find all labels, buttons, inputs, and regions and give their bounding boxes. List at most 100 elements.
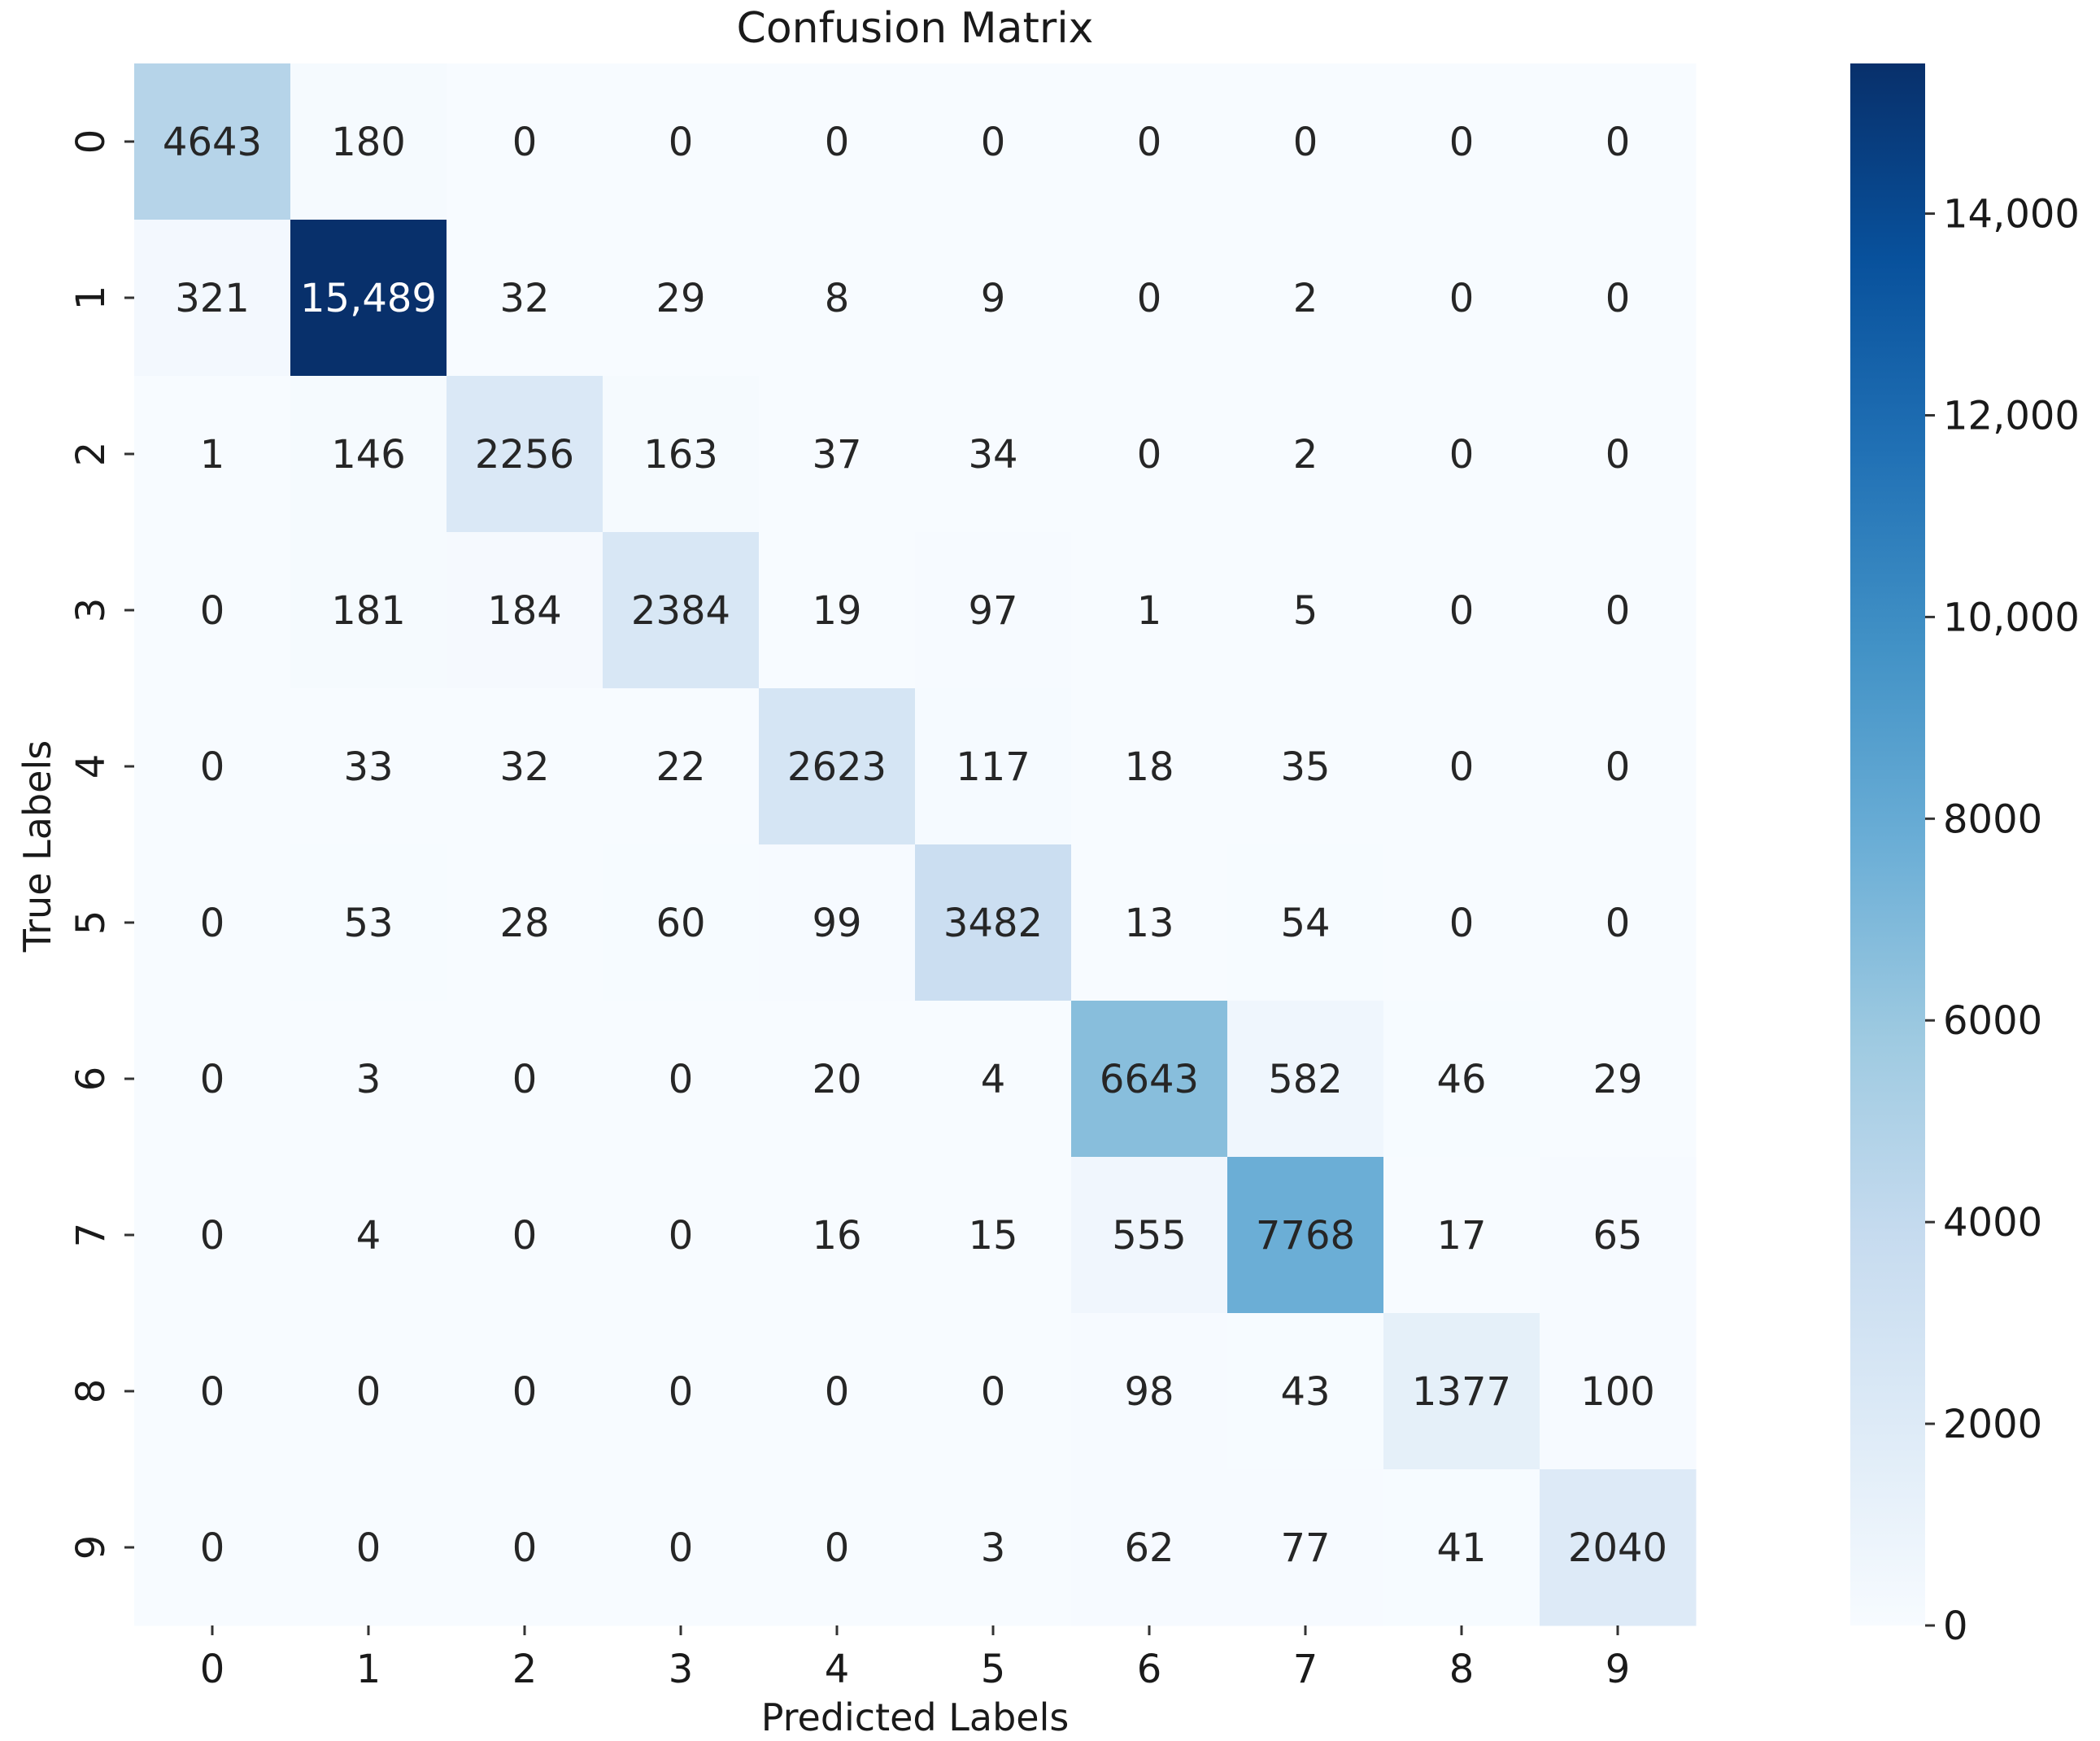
cell-value-label: 0 [200,744,225,790]
heatmap-cell [447,376,603,533]
x-axis-label: Predicted Labels [761,1695,1070,1739]
heatmap-cell [759,532,916,689]
heatmap-cell [603,1313,760,1470]
cell-value-label: 1 [1137,588,1162,634]
heatmap-cell [1540,63,1697,220]
heatmap-cell [759,844,916,1001]
cell-value-label: 29 [1592,1057,1642,1102]
cell-value-label: 37 [812,432,861,478]
heatmap-cell [134,844,291,1001]
y-tick-label: 3 [68,598,114,623]
y-tick-label: 8 [68,1379,114,1404]
heatmap-cell [603,376,760,533]
cell-value-label: 15 [968,1213,1017,1259]
cell-value-label: 0 [825,120,850,165]
cell-value-label: 184 [487,588,562,634]
heatmap-cell [915,532,1072,689]
cell-value-label: 0 [200,1369,225,1415]
cell-value-label: 9 [981,276,1006,321]
heatmap-cell [603,1157,760,1314]
heatmap-cell [1227,532,1384,689]
heatmap-cell [447,220,603,377]
cell-value-label: 77 [1280,1525,1330,1571]
heatmap-cell [603,63,760,220]
heatmap-cell [1383,376,1540,533]
x-tick-label: 6 [1137,1647,1162,1692]
heatmap-cell [915,1001,1072,1158]
cell-value-label: 2 [1293,432,1318,478]
cell-value-label: 0 [512,1369,538,1415]
heatmap-cell [1383,688,1540,845]
heatmap-cell [1383,220,1540,377]
heatmap-cell [290,1313,447,1470]
colorbar-tick-label: 6000 [1943,998,2042,1044]
heatmap-cell [290,844,447,1001]
y-tick-label: 9 [68,1535,114,1560]
y-tick-label: 2 [68,442,114,467]
cell-value-label: 0 [356,1369,381,1415]
cell-value-label: 0 [981,1369,1006,1415]
heatmap-cell [290,376,447,533]
heatmap-cell [1540,1469,1697,1626]
cell-value-label: 555 [1112,1213,1187,1259]
heatmap-cell [290,532,447,689]
cell-value-label: 180 [331,120,406,165]
cell-value-label: 8 [825,276,850,321]
cell-value-label: 0 [1449,432,1475,478]
colorbar-ticks: 0 2000 4000 6000 8000 10,000 12,000 14,000 [1925,192,2080,1649]
heatmap-cell [603,688,760,845]
heatmap-cell [447,1469,603,1626]
y-tick-label: 5 [68,910,114,936]
heatmap-cell [603,532,760,689]
heatmap-cell [915,220,1072,377]
cell-value-label: 1 [200,432,225,478]
cell-value-label: 0 [1605,276,1631,321]
cell-value-label: 4 [981,1057,1006,1102]
cell-value-label: 20 [812,1057,861,1102]
heatmap-cell [1071,688,1228,845]
y-tick-label: 6 [68,1067,114,1092]
heatmap-cell [1540,844,1697,1001]
heatmap-cell [447,532,603,689]
colorbar-tick-label: 8000 [1943,796,2042,842]
heatmap-cell [759,376,916,533]
cell-value-label: 0 [669,1213,694,1259]
colorbar [1850,63,1925,1625]
heatmap-cell [1071,63,1228,220]
heatmap-cell [759,1157,916,1314]
heatmap-cell [1071,844,1228,1001]
heatmap-cell [1071,1001,1228,1158]
cell-value-label: 3482 [943,901,1043,946]
cell-value-label: 0 [1137,120,1162,165]
heatmap-cell [1071,376,1228,533]
heatmap-cell [603,220,760,377]
cell-value-label: 0 [512,120,538,165]
heatmap-cell [1227,1313,1384,1470]
heatmap-cell [759,1469,916,1626]
heatmap-cell [915,63,1072,220]
heatmap-cell [1540,376,1697,533]
colorbar-tick-label: 12,000 [1943,393,2080,439]
cell-value-label: 1377 [1412,1369,1511,1415]
cell-value-label: 28 [499,901,549,946]
cell-value-label: 0 [1293,120,1318,165]
heatmap-cell [290,1001,447,1158]
cell-value-label: 33 [343,744,393,790]
cell-value-label: 99 [812,901,861,946]
cell-value-label: 15,489 [300,276,437,321]
cell-value-label: 0 [512,1057,538,1102]
heatmap-cells [134,63,1697,1626]
heatmap-cell [134,532,291,689]
y-tick-label: 1 [68,286,114,311]
y-tick-label: 4 [68,754,114,779]
heatmap-cell [1383,844,1540,1001]
cell-value-label: 62 [1124,1525,1174,1571]
cell-value-label: 97 [968,588,1017,634]
heatmap-cell [134,376,291,533]
heatmap-cell [1227,688,1384,845]
cell-value-label: 321 [175,276,250,321]
x-tick-label: 0 [200,1647,225,1692]
cell-value-label: 16 [812,1213,861,1259]
x-tick-label: 5 [981,1647,1006,1692]
cell-value-label: 181 [331,588,406,634]
